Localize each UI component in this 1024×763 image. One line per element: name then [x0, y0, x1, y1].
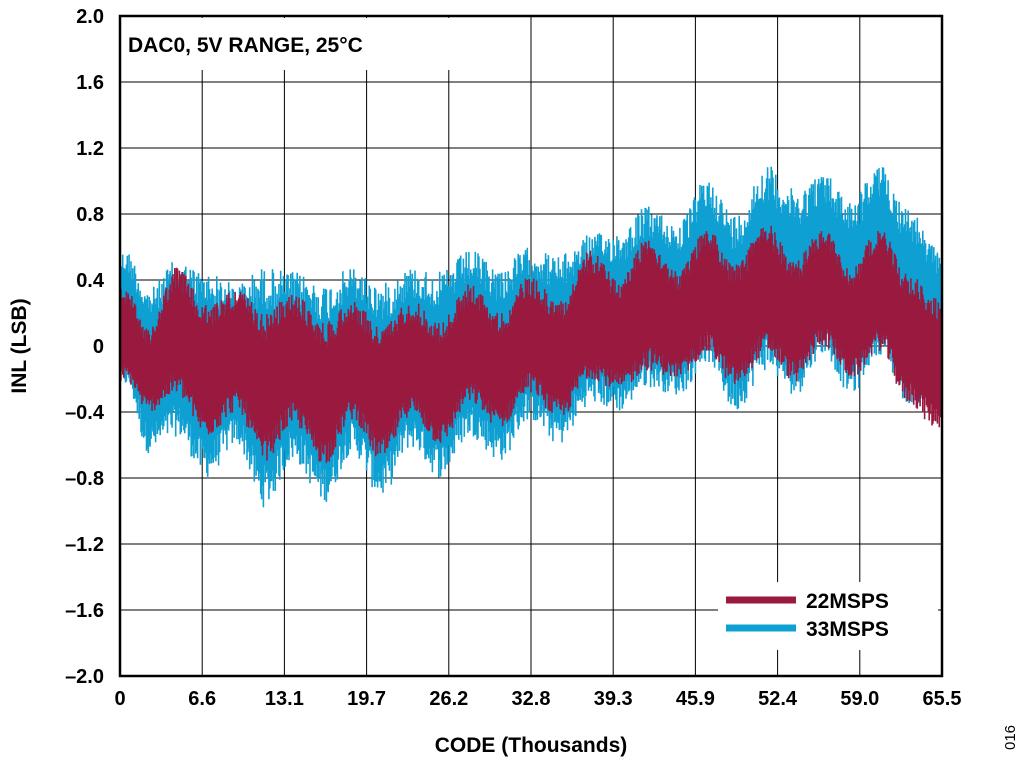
figure-id: 016: [1002, 725, 1019, 750]
x-tick-label: 13.1: [265, 688, 304, 710]
chart-annotation: DAC0, 5V RANGE, 25°C: [128, 34, 363, 57]
plot-frame: [118, 14, 944, 678]
series-band-22msps: [120, 225, 942, 464]
x-tick-label: 59.0: [840, 688, 879, 710]
y-axis-title: INL (LSB): [8, 298, 31, 393]
series-22msps: [120, 225, 942, 464]
annotation-background: [122, 18, 452, 70]
y-tick-label: –2.0: [65, 666, 104, 688]
y-tick-label: 0.4: [76, 270, 105, 292]
y-tick-label: 1.6: [76, 72, 104, 94]
y-tick-labels: 2.0 1.6 1.2 0.8 0.4 0 –0.4 –0.8 –1.2 –1.6 –2.0: [65, 6, 105, 688]
y-tick-label: –0.8: [65, 468, 104, 490]
x-tick-label: 19.7: [347, 688, 386, 710]
y-tick-label: –0.4: [65, 402, 105, 424]
legend-label-33msps: 33MSPS: [806, 618, 889, 641]
x-tick-labels: 0 6.6 13.1 19.7 26.2 32.8 39.3 45.9 52.4 59.0 65.5: [114, 688, 961, 710]
x-tick-label: 45.9: [676, 688, 715, 710]
x-tick-label: 6.6: [188, 688, 216, 710]
x-tick-label: 52.4: [758, 688, 798, 710]
x-tick-label: 26.2: [429, 688, 468, 710]
y-tick-label: 2.0: [76, 6, 104, 28]
legend-label-22msps: 22MSPS: [806, 590, 889, 613]
x-tick-label: 0: [114, 688, 125, 710]
x-axis-title: CODE (Thousands): [435, 734, 628, 757]
x-tick-label: 32.8: [512, 688, 551, 710]
legend: 22MSPS 33MSPS: [718, 582, 938, 650]
y-tick-label: 0.8: [76, 204, 104, 226]
y-tick-label: 1.2: [76, 138, 104, 160]
y-tick-label: –1.2: [65, 534, 104, 556]
y-tick-label: 0: [93, 336, 104, 358]
x-tick-label: 39.3: [594, 688, 633, 710]
y-tick-label: –1.6: [65, 600, 104, 622]
x-tick-label: 65.5: [923, 688, 962, 710]
series-layer: [120, 166, 942, 508]
legend-background: [718, 582, 938, 650]
